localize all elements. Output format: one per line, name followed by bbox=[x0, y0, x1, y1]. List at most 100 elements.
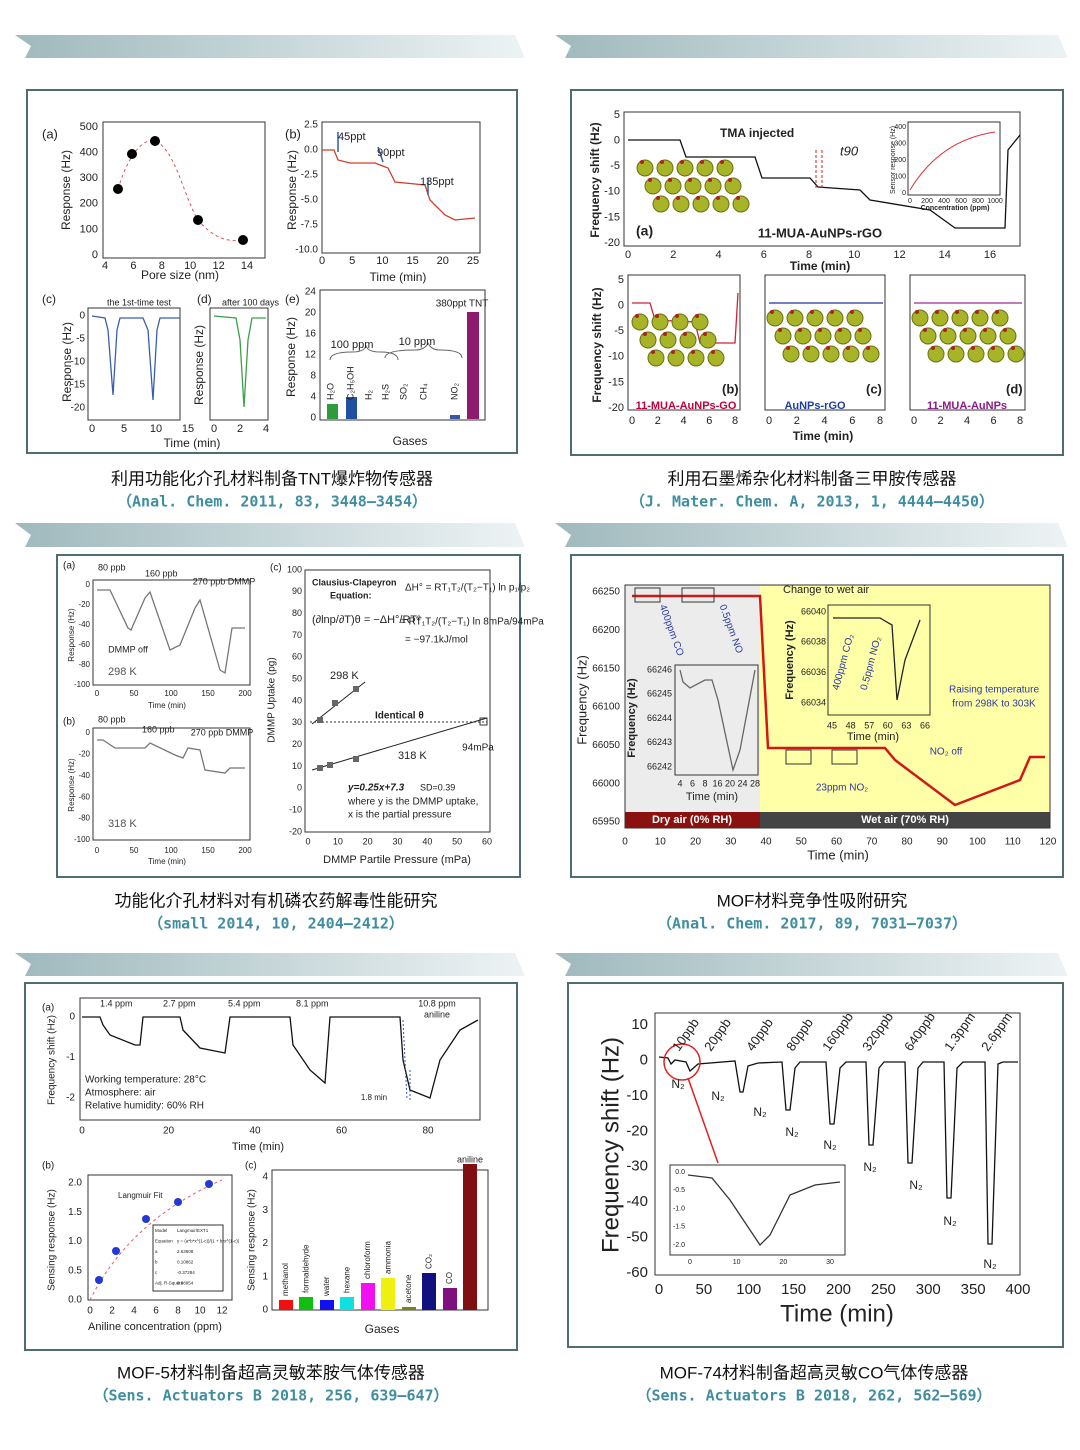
nanoparticle-dot bbox=[655, 314, 659, 318]
panel4-plots bbox=[79, 997, 489, 1311]
nanoparticle-dot bbox=[915, 310, 919, 314]
nanoparticle-dot bbox=[798, 328, 802, 332]
tick-label: 2 bbox=[237, 423, 243, 435]
label: CO bbox=[445, 1272, 454, 1284]
label: 11-MUA-AuNPs-GO bbox=[636, 400, 737, 412]
tick-label: -1 bbox=[66, 1052, 75, 1063]
nanoparticle-dot bbox=[691, 350, 695, 354]
tick-label: 4 bbox=[677, 778, 682, 788]
nanoparticle-dot bbox=[838, 328, 842, 332]
label: 270 ppb DMMP bbox=[191, 727, 254, 737]
label: Aniline concentration (ppm) bbox=[88, 1321, 222, 1333]
tick-label: -100 bbox=[74, 680, 91, 689]
nanoparticle bbox=[959, 327, 977, 345]
nanoparticle bbox=[842, 345, 860, 363]
table-cell: Adj. R-Square bbox=[155, 1281, 184, 1286]
tick-label: 60 bbox=[482, 836, 492, 846]
tick-label: 16 bbox=[984, 249, 996, 261]
tick-label: 8 bbox=[732, 415, 738, 427]
tick-label: 400 bbox=[894, 124, 906, 131]
tick-label: 24 bbox=[305, 287, 317, 298]
tick-label: 66246 bbox=[647, 664, 672, 674]
tick-label: 0 bbox=[655, 1281, 663, 1298]
tick-label: 150 bbox=[201, 846, 215, 855]
tick-label: 40 bbox=[760, 837, 772, 848]
label: 90ppt bbox=[377, 147, 405, 159]
label: aniline bbox=[424, 1009, 450, 1019]
tick-label: 1.5 bbox=[68, 1207, 82, 1218]
nanoparticle bbox=[939, 327, 957, 345]
label: (a) bbox=[636, 223, 653, 239]
tick-label: 0 bbox=[629, 415, 635, 427]
tick-label: -5 bbox=[76, 334, 85, 345]
tick-label: -40 bbox=[78, 620, 90, 629]
tick-label: -2.0 bbox=[673, 1242, 685, 1249]
label: Frequency shift (Hz) bbox=[588, 122, 602, 237]
nanoparticle bbox=[822, 345, 840, 363]
label: N₂ bbox=[671, 1077, 685, 1091]
tick-label: 14 bbox=[939, 249, 951, 261]
label: Response (Hz) bbox=[67, 608, 76, 662]
nanoparticle bbox=[687, 349, 705, 367]
label: (a) bbox=[63, 561, 75, 572]
tick-label: 350 bbox=[961, 1281, 986, 1298]
tick-label: -10 bbox=[289, 805, 302, 815]
tick-label: 250 bbox=[871, 1281, 896, 1298]
tick-label: 66200 bbox=[592, 625, 620, 636]
tick-label: 50 bbox=[292, 674, 302, 684]
label: Sensing response (Hz) bbox=[47, 1189, 58, 1291]
tick-label: 30 bbox=[392, 836, 402, 846]
tick-label: 120 bbox=[1040, 837, 1057, 848]
label: Dry air (0% RH) bbox=[652, 814, 732, 826]
label: Time (min) bbox=[847, 731, 899, 743]
tick-label: 300 bbox=[894, 140, 906, 147]
label: 45ppt bbox=[338, 131, 366, 143]
tick-label: 8 bbox=[175, 1306, 181, 1317]
tick-label: 200 bbox=[238, 689, 252, 698]
label: acetone bbox=[404, 1274, 413, 1303]
caption: 功能化介孔材料对有机磷农药解毒性能研究 bbox=[115, 891, 438, 910]
tick-label: 0 bbox=[614, 135, 620, 147]
tick-label: 0 bbox=[310, 413, 316, 424]
tick-label: 80 bbox=[422, 1126, 434, 1137]
label: C₂H₅OH bbox=[345, 366, 355, 400]
citation: （Sens. Actuators B 2018, 256, 639–647） bbox=[93, 1387, 448, 1405]
nanoparticle-dot bbox=[643, 332, 647, 336]
tick-label: -20 bbox=[289, 826, 302, 836]
nanoparticle-dot bbox=[660, 160, 664, 164]
tick-label: 63 bbox=[901, 720, 911, 730]
nanoparticle bbox=[931, 309, 949, 327]
nanoparticle-dot bbox=[695, 314, 699, 318]
tick-label: 10 bbox=[184, 260, 196, 272]
table-cell: Equation bbox=[155, 1239, 173, 1244]
panel2-plots bbox=[92, 569, 491, 841]
label: CO₂ bbox=[425, 1254, 434, 1269]
tick-label: 4 bbox=[715, 249, 721, 261]
tick-label: -20 bbox=[78, 600, 90, 609]
nanoparticle bbox=[696, 159, 714, 177]
tick-label: -7.5 bbox=[301, 220, 319, 231]
tick-label: 20 bbox=[437, 255, 449, 267]
nanoparticle-dot bbox=[711, 350, 715, 354]
nanoparticle bbox=[814, 327, 832, 345]
label: 2.7 ppm bbox=[163, 998, 196, 1008]
nanoparticle bbox=[911, 309, 929, 327]
nanoparticle bbox=[639, 331, 657, 349]
nanoparticle-dot bbox=[995, 310, 999, 314]
tick-label: -80 bbox=[78, 660, 90, 669]
label: x is the partial pressure bbox=[348, 810, 452, 821]
tick-label: 8 bbox=[310, 371, 316, 382]
tick-label: 70 bbox=[292, 630, 302, 640]
tick-label: 400 bbox=[938, 198, 950, 205]
tick-label: 6 bbox=[761, 249, 767, 261]
tick-label: 0 bbox=[622, 837, 628, 848]
label: Frequency (Hz) bbox=[784, 620, 796, 700]
tick-label: 0 bbox=[911, 415, 917, 427]
tick-label: 4 bbox=[680, 415, 686, 427]
label: (b) bbox=[722, 381, 739, 396]
tick-label: 30 bbox=[292, 717, 302, 727]
tick-label: 66040 bbox=[801, 606, 826, 616]
tick-label: -80 bbox=[78, 814, 90, 823]
label: Relative humidity: 60% RH bbox=[85, 1101, 204, 1112]
table-cell: Model bbox=[155, 1228, 167, 1233]
